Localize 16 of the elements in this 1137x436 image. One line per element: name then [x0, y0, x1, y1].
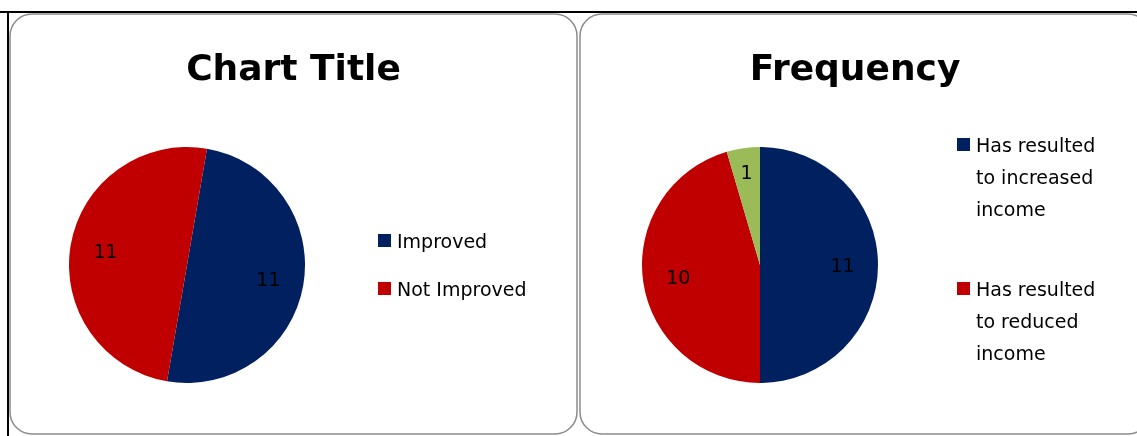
data-label: 11: [93, 240, 118, 263]
legend-label: Not Improved: [397, 278, 527, 300]
legend-label: Improved: [397, 230, 488, 252]
data-label: 11: [256, 267, 281, 290]
pie-slice: [726, 147, 760, 265]
pie-slice: [69, 147, 207, 382]
data-label: 11: [830, 254, 855, 276]
data-label: 1: [740, 160, 753, 183]
legend-label: Has resulted to reduced income: [976, 278, 1096, 364]
pie-slice: [760, 147, 878, 383]
chart-title: Chart Title: [186, 47, 401, 88]
chart-title: Frequency: [749, 47, 961, 88]
pie-slice: [642, 151, 760, 383]
data-label: 10: [666, 265, 691, 288]
pie-slice: [167, 148, 305, 383]
legend-label: Has resulted to increased income: [976, 134, 1096, 220]
